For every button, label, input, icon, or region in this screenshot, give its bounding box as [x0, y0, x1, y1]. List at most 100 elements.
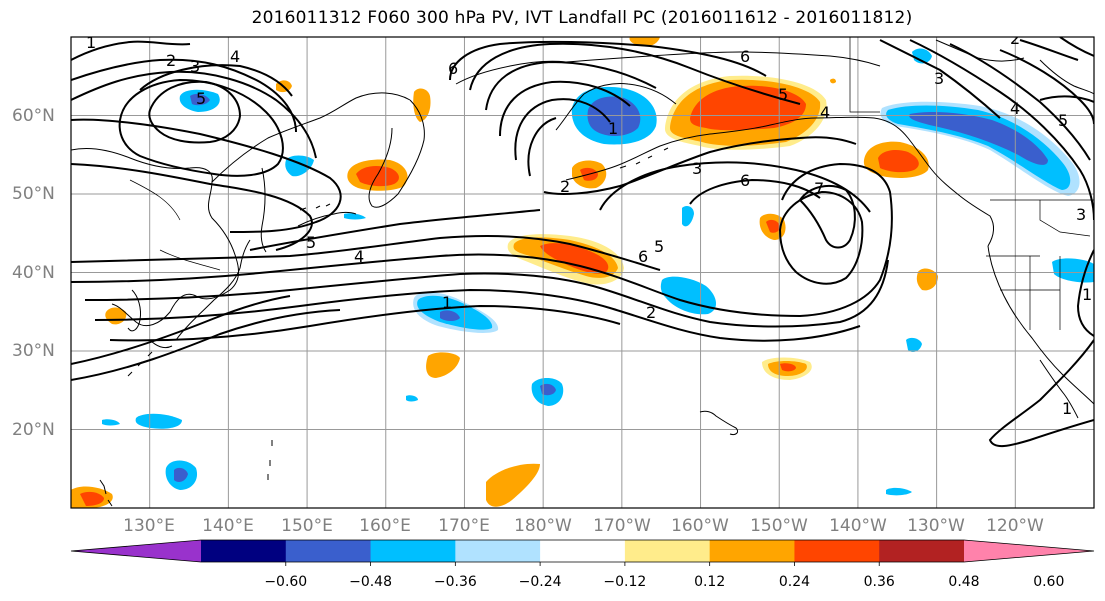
neg-blob-small4: [102, 419, 120, 426]
clabel-1c: 1: [442, 293, 452, 312]
pos-blob-coast-ca: [916, 268, 938, 291]
pos-blob-tl-2: [80, 491, 104, 506]
contour-ridge-5: [527, 117, 557, 177]
contour-jet-b: [84, 259, 889, 328]
pos-blob-tiny: [830, 78, 836, 84]
neg-blob-small1: [682, 206, 694, 227]
colorbar: [70, 539, 1095, 566]
pos-blob-jet-3: [540, 243, 609, 274]
neg-blob-alaska-2: [587, 96, 641, 136]
pos-blob-kam: [413, 88, 431, 122]
lon-labels: 130°E 140°E 150°E 160°E 170°E 180°W 170°…: [123, 516, 1044, 536]
lon-label-130e: 130°E: [123, 516, 175, 536]
colorbar-ticks: −0.60 −0.48 −0.36 −0.24 −0.12 0.12 0.24 …: [264, 574, 1064, 590]
neg-blob-bc-3: [909, 112, 1048, 165]
contour-ridge-6: [449, 40, 767, 81]
island-philippines: [99, 479, 113, 507]
colorbar-segment: [455, 540, 541, 562]
contour-jet-e: [71, 309, 341, 381]
neg-blob-ll2: [135, 413, 182, 429]
contour-ridge-3: [499, 80, 631, 137]
island-marianas: [267, 440, 273, 480]
cb-tick-8: 0.48: [948, 574, 979, 590]
colorbar-segment: [540, 540, 626, 562]
cb-tick-4: −0.12: [603, 574, 646, 590]
border-canada-alaska: [849, 37, 880, 113]
neg-blob-ml-2: [540, 383, 556, 396]
colorbar-segment: [624, 540, 711, 562]
contour-jet-a: [71, 162, 893, 318]
cb-tick-2: −0.36: [434, 574, 477, 590]
contour-ridge-1: [469, 42, 801, 105]
clabel-6a: 6: [448, 59, 458, 78]
clabel-4b: 4: [354, 247, 364, 266]
contour-can-5: [999, 49, 1094, 125]
border-states: [986, 255, 1061, 330]
clabel-3a: 3: [190, 57, 200, 76]
pos-blob-hawaii-n-3: [780, 363, 796, 372]
lat-label-40: 40°N: [12, 263, 55, 283]
clabel-1b: 1: [608, 119, 618, 138]
clabel-5e: 5: [1058, 111, 1068, 130]
neg-blob-bc-2: [886, 105, 1071, 190]
neg-blob-small2: [906, 337, 922, 352]
pos-blob-south: [486, 463, 540, 507]
neg-blob-small6: [406, 395, 418, 402]
cb-tick-1: −0.48: [349, 574, 392, 590]
contour-4-nw: [139, 64, 293, 97]
colorbar-segment: [709, 540, 795, 562]
coast-us-west: [987, 245, 1094, 405]
contour-jet-c: [94, 288, 861, 342]
border-asia: [129, 179, 221, 271]
clabel-3d: 3: [1076, 205, 1086, 224]
coast-alaska-n: [565, 51, 881, 67]
contour-1-main: [71, 118, 342, 233]
colorbar-outline: [70, 539, 1095, 563]
pos-blob-sub1: [426, 352, 460, 378]
lon-label-150w: 150°W: [750, 516, 808, 536]
pos-blob-okhotsk-2: [356, 166, 399, 187]
neg-blob-nw-2: [190, 93, 210, 106]
coast-baja: [1039, 359, 1079, 419]
colorbar-extend-low: [71, 540, 201, 562]
clabel-2b: 2: [560, 177, 570, 196]
contour-4-nw2: [148, 80, 242, 144]
coast-kuril: [297, 212, 357, 227]
contour-ridge-4: [514, 98, 611, 161]
contour-4-main: [71, 235, 661, 271]
colorbar-segment: [201, 540, 287, 562]
lat-label-30: 30°N: [12, 341, 55, 361]
neg-blob-ll-2: [174, 467, 188, 482]
clabel-2d: 2: [1010, 29, 1020, 48]
colorbar-segment: [879, 540, 965, 562]
island-aleutian: [619, 147, 669, 169]
cb-tick-0: −0.60: [264, 574, 307, 590]
lat-label-60: 60°N: [12, 106, 55, 126]
clabel-1a: 1: [86, 33, 96, 52]
clabel-1e: 1: [1082, 285, 1092, 304]
clabel-3c: 3: [934, 69, 944, 88]
neg-blob-small3: [886, 487, 912, 496]
contour-can-2: [1019, 39, 1079, 61]
contour-jet-d: [109, 304, 621, 342]
contour-5-main: [249, 209, 541, 251]
lon-label-160e: 160°E: [359, 516, 411, 536]
cb-tick-9: 0.60: [1033, 574, 1064, 590]
pos-blob-mid-2: [766, 219, 780, 233]
lon-label-170e: 170°E: [438, 516, 490, 536]
contour-jet-f: [71, 295, 291, 365]
clabel-5b: 5: [306, 233, 316, 252]
anomaly-shading: [71, 37, 1094, 508]
coast-alaska-s: [565, 117, 817, 181]
clabel-3b: 3: [692, 159, 702, 178]
contour-can-4: [949, 43, 1091, 161]
contour-can-top: [1059, 37, 1094, 57]
coast-kamchatka: [368, 99, 425, 208]
pos-blob-pnw-2: [878, 150, 919, 173]
colorbar-segment: [370, 540, 456, 562]
clabel-6b: 6: [740, 171, 750, 190]
clabel-2c: 2: [646, 303, 656, 322]
neg-blob-small5: [344, 213, 366, 220]
contour-labels: 1 2 3 4 6 5 1 2 3 6 5 4 1 4 5 6 7 6 5 2 …: [86, 29, 1092, 418]
